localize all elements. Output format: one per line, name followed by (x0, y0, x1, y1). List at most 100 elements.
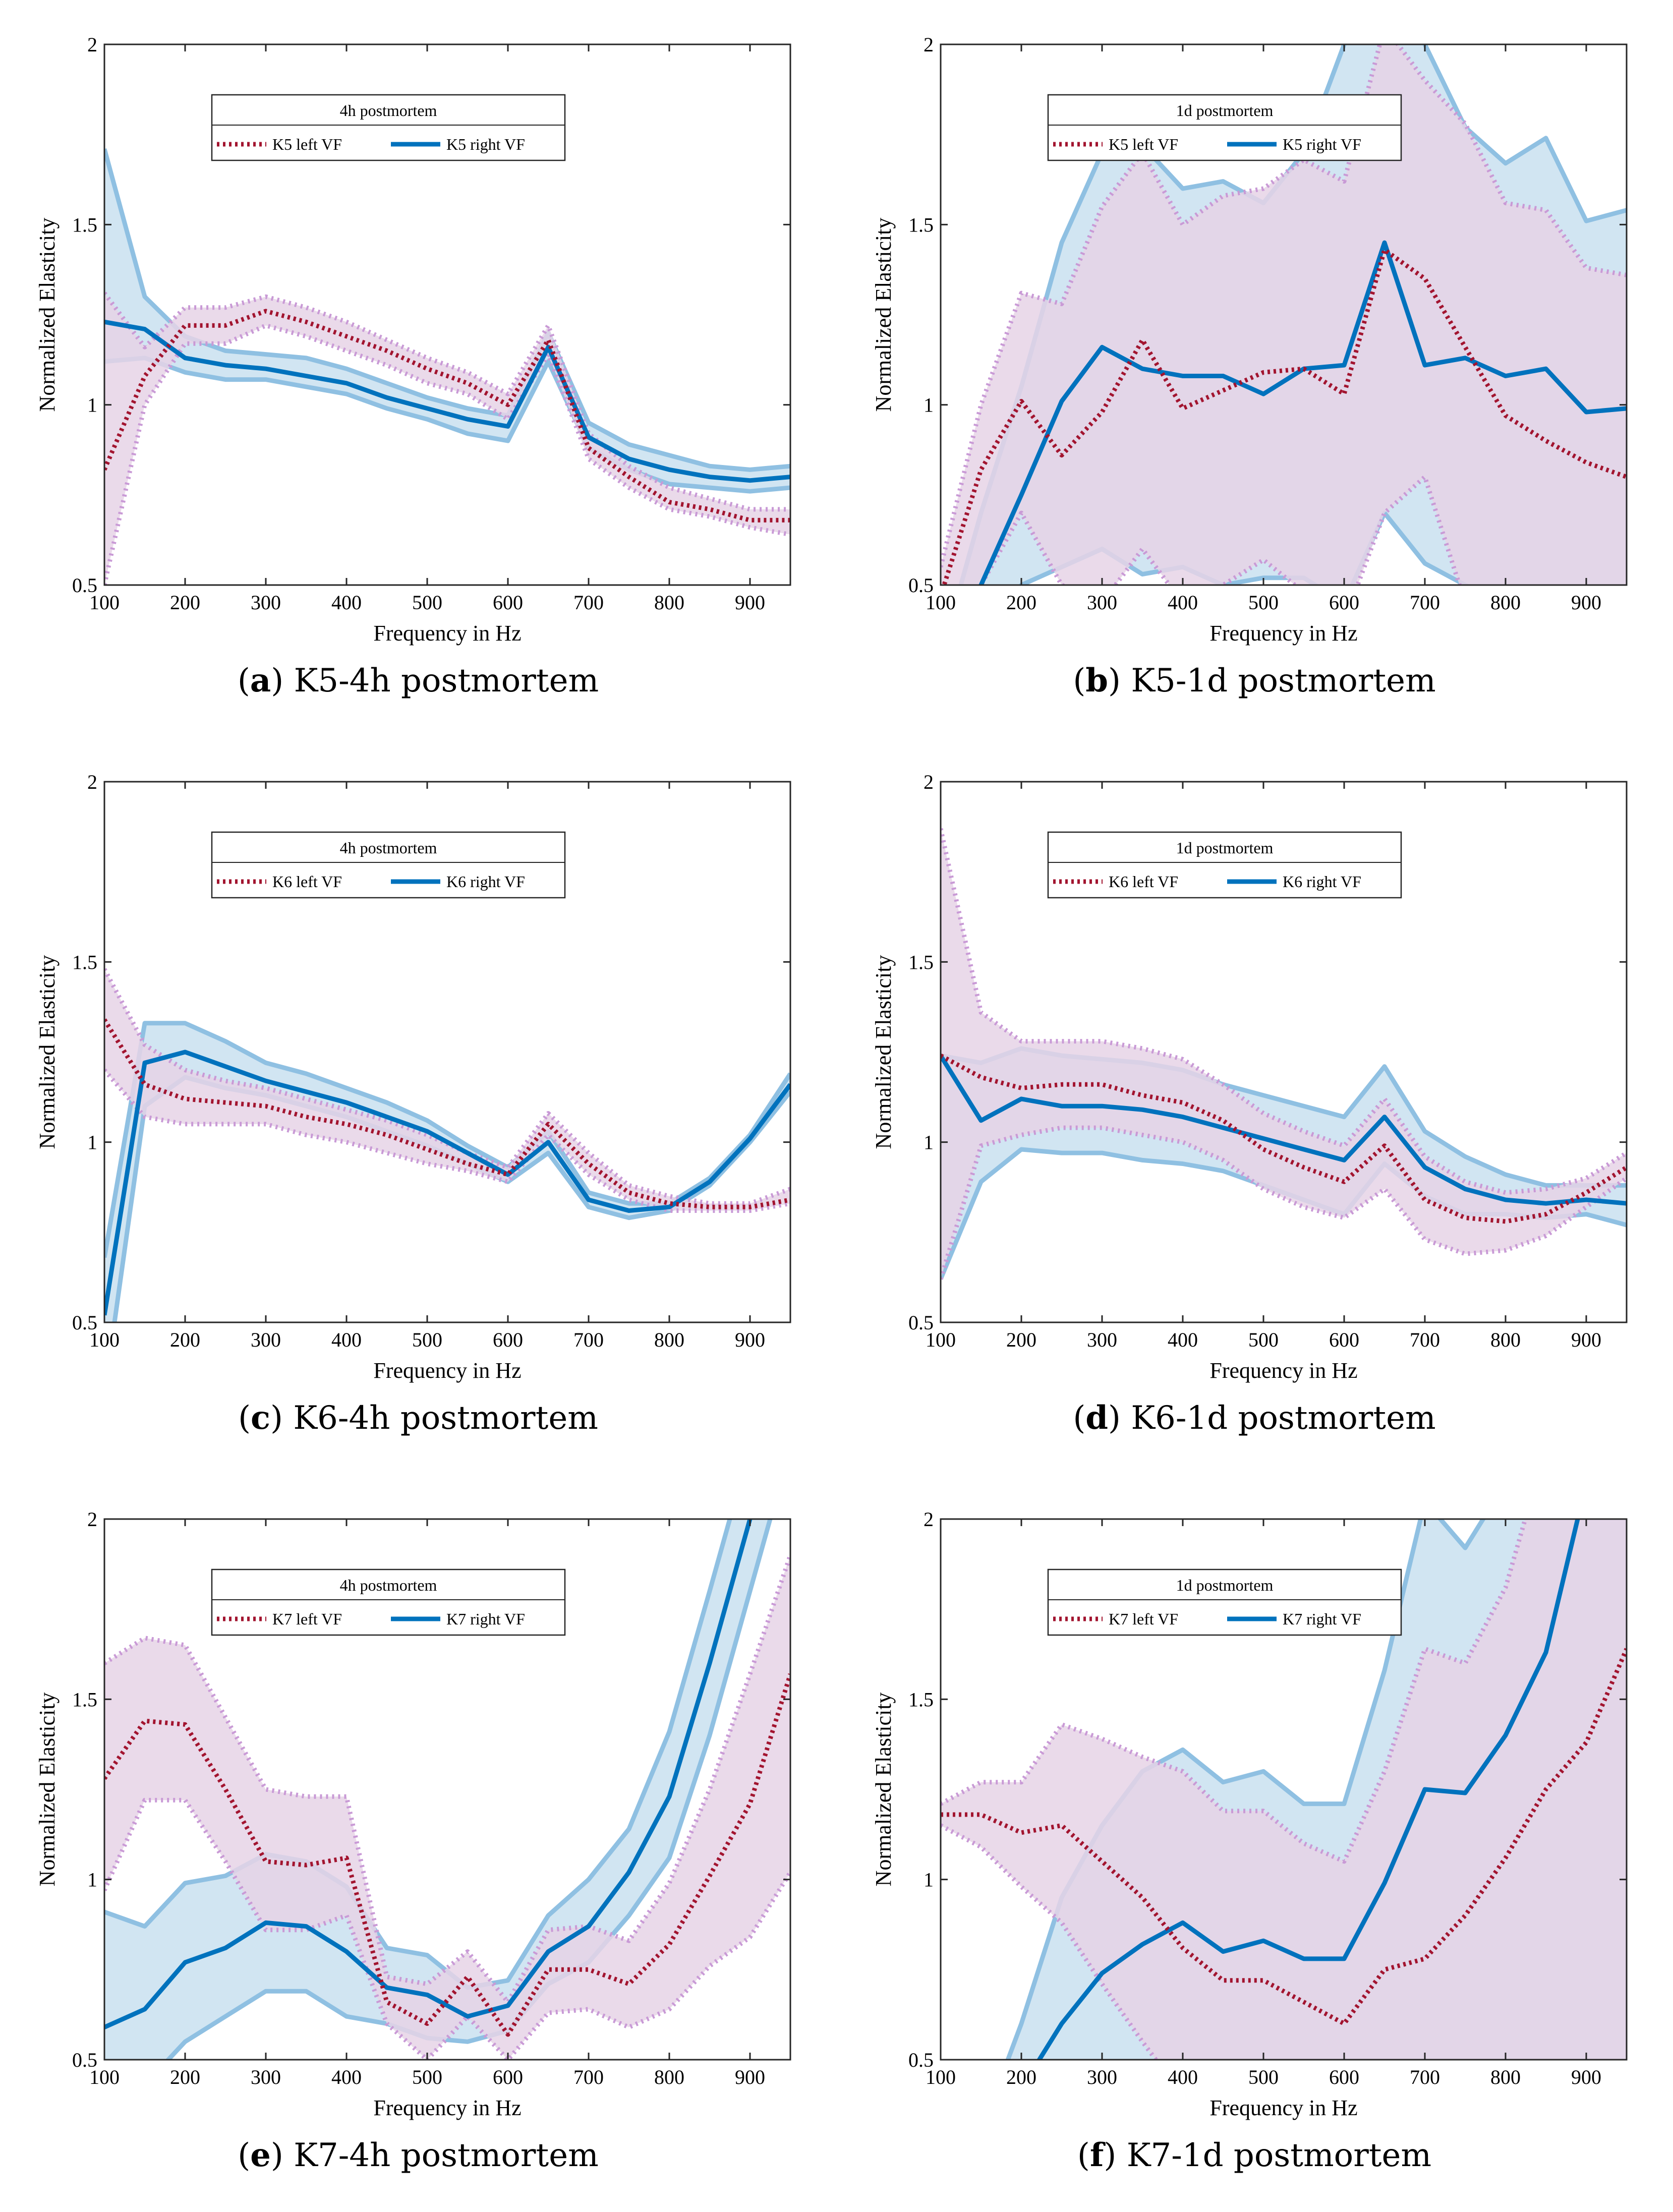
y-axis-label: Normalized Elasticity (35, 955, 60, 1149)
y-tick-label: 1 (924, 1869, 934, 1891)
y-axis-label: Normalized Elasticity (35, 218, 60, 412)
x-tick-label: 500 (412, 2066, 442, 2088)
x-axis-label: Frequency in Hz (373, 1358, 521, 1383)
x-tick-label: 600 (1329, 1328, 1359, 1351)
x-tick-label: 900 (1571, 2066, 1601, 2088)
x-tick-label: 900 (735, 1328, 765, 1351)
chart-panel-a: 100 200 300 400 500 600 700 800 900 0.5 1 1.5 2 Frequ… (0, 0, 836, 737)
x-tick-label: 800 (654, 2066, 684, 2088)
caption-text: K6-1d postmortem (1131, 1400, 1436, 1437)
legend-entry-right: K5 right VF (446, 135, 525, 153)
chart-panel-e: 100 200 300 400 500 600 700 800 900 0.5 1 1.5 2 Frequ… (0, 1475, 836, 2212)
y-tick-label: 1.5 (908, 213, 934, 236)
y-tick-label: 0.5 (72, 1311, 97, 1334)
chart-svg: 100 200 300 400 500 600 700 800 900 0.5 1 1.5 2 Frequ… (35, 1508, 791, 2120)
y-tick-label: 1.5 (72, 213, 97, 236)
right-vf-band (104, 149, 790, 492)
left-vf-upper-bound (941, 1519, 1528, 1864)
axes-box (103, 1518, 791, 2061)
legend: 4h postmortem K5 left VF K5 right VF (211, 94, 566, 161)
left-vf-line (104, 1673, 790, 2037)
y-tick-label: 2 (924, 1508, 934, 1531)
panel-caption: (b) K5-1d postmortem (1073, 662, 1436, 700)
x-tick-label: 500 (1248, 2066, 1279, 2088)
y-tick-label: 0.5 (908, 574, 934, 597)
x-tick-label: 700 (1410, 2066, 1440, 2088)
x-tick-label: 300 (251, 591, 281, 614)
caption-text: K7-4h postmortem (294, 2137, 599, 2174)
left-vf-band (104, 1555, 790, 2060)
right-vf-lower-bound (104, 356, 790, 494)
x-tick-label: 100 (89, 2066, 120, 2088)
y-tick-label: 1 (87, 394, 97, 417)
chart-svg: 100 200 300 400 500 600 700 800 900 0.5 1 1.5 2 Frequ… (35, 33, 791, 646)
right-vf-upper-bound (1005, 1519, 1486, 2060)
x-tick-label: 300 (251, 1328, 281, 1351)
right-vf-line (104, 1519, 753, 2029)
x-tick-label: 500 (1248, 591, 1279, 614)
y-tick-label: 1 (87, 1131, 97, 1154)
caption-text: K5-1d postmortem (1131, 662, 1436, 700)
y-tick-label: 1.5 (72, 951, 97, 973)
left-vf-upper-bound (941, 44, 1627, 568)
x-tick-label: 200 (1006, 591, 1036, 614)
x-tick-label: 300 (251, 2066, 281, 2088)
x-tick-label: 900 (735, 2066, 765, 2088)
left-vf-lower-bound (104, 1068, 790, 1213)
left-vf-lower-bound (941, 1125, 1627, 1280)
y-tick-label: 2 (87, 1508, 97, 1531)
caption-text: K7-1d postmortem (1126, 2137, 1432, 2174)
left-vf-line (104, 309, 790, 522)
x-tick-label: 700 (1410, 1328, 1440, 1351)
right-vf-line (104, 1050, 790, 1316)
x-tick-label: 100 (926, 1328, 956, 1351)
x-tick-label: 600 (493, 2066, 523, 2088)
x-tick-label: 900 (1571, 591, 1601, 614)
x-tick-label: 200 (1006, 1328, 1036, 1351)
axes-box (940, 1518, 1628, 2061)
x-tick-label: 300 (1087, 2066, 1117, 2088)
y-tick-label: 0.5 (908, 2049, 934, 2071)
chart-svg: 100 200 300 400 500 600 700 800 900 0.5 1 1.5 2 Frequ… (871, 1508, 1628, 2120)
left-vf-band (941, 44, 1627, 585)
legend-entry-right: K7 right VF (1283, 1610, 1361, 1628)
x-tick-label: 100 (926, 591, 956, 614)
chart-panel-b: 100 200 300 400 500 600 700 800 900 0.5 1 1.5 2 Frequ… (836, 0, 1672, 737)
x-tick-label: 100 (926, 2066, 956, 2088)
panel-caption: (d) K6-1d postmortem (1073, 1399, 1436, 1437)
legend-entry-left: K7 left VF (272, 1610, 342, 1628)
x-tick-label: 900 (735, 591, 765, 614)
chart-panel-d: 100 200 300 400 500 600 700 800 900 0.5 1 1.5 2 Frequ… (836, 737, 1672, 1475)
x-tick-label: 700 (1410, 591, 1440, 614)
caption-letter: d (1085, 1399, 1109, 1437)
x-tick-label: 600 (1329, 591, 1359, 614)
legend-entry-right: K6 right VF (446, 872, 525, 891)
left-vf-band (941, 828, 1627, 1279)
x-tick-label: 800 (1490, 2066, 1521, 2088)
axes-box (940, 781, 1628, 1323)
x-tick-label: 100 (89, 591, 120, 614)
x-tick-label: 400 (331, 1328, 362, 1351)
left-vf-line (941, 1054, 1627, 1224)
x-tick-label: 200 (170, 1328, 200, 1351)
panel-caption: (c) K6-4h postmortem (238, 1399, 598, 1437)
axes-box (103, 781, 791, 1323)
left-vf-line (941, 1648, 1627, 2026)
left-vf-line (942, 247, 1627, 585)
legend-title: 4h postmortem (340, 839, 437, 857)
y-tick-label: 1 (924, 394, 934, 417)
legend-title: 4h postmortem (340, 101, 437, 120)
x-tick-label: 800 (654, 591, 684, 614)
legend-entry-left: K5 left VF (272, 135, 342, 153)
legend-title: 1d postmortem (1176, 1576, 1274, 1594)
y-tick-label: 2 (87, 771, 97, 793)
legend-entry-left: K6 left VF (272, 872, 342, 891)
x-tick-label: 800 (1490, 591, 1521, 614)
legend-entry-left: K6 left VF (1109, 872, 1178, 891)
y-tick-label: 2 (87, 33, 97, 56)
legend: 4h postmortem K7 left VF K7 right VF (211, 1568, 566, 1636)
legend-title: 1d postmortem (1176, 101, 1274, 120)
x-tick-label: 300 (1087, 1328, 1117, 1351)
left-vf-lower-bound (104, 1797, 790, 2060)
